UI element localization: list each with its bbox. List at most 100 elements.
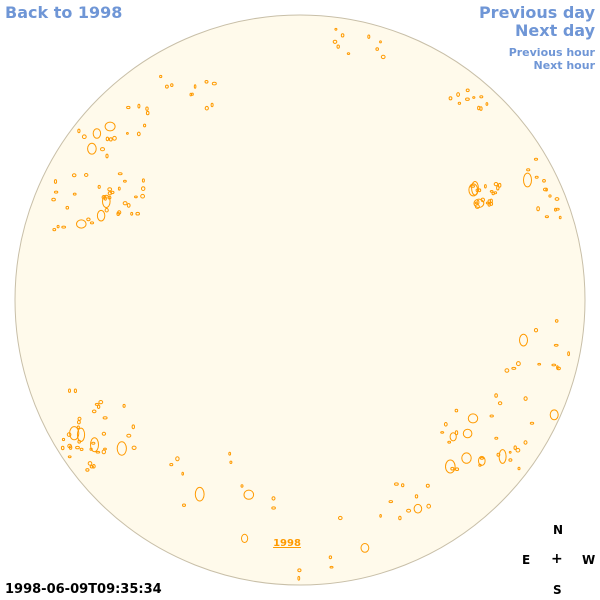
contour-mark [101, 195, 107, 200]
contour-mark [448, 96, 453, 101]
contour-mark [126, 132, 129, 135]
contour-mark [472, 96, 476, 99]
contour-mark [498, 449, 507, 464]
contour-mark [135, 211, 140, 216]
previous-hour-link[interactable]: Previous hour [508, 46, 595, 59]
contour-mark [414, 494, 419, 499]
contour-mark [107, 187, 113, 192]
contour-mark [101, 449, 107, 455]
contour-mark [447, 440, 452, 444]
contour-mark [108, 137, 113, 142]
contour-mark [297, 568, 302, 573]
contour-mark [523, 172, 532, 188]
contour-mark [379, 514, 382, 518]
compass-east: E [522, 553, 531, 567]
contour-mark [170, 83, 174, 87]
contour-mark [462, 428, 473, 439]
contour-mark [544, 215, 550, 219]
contour-mark [517, 466, 521, 471]
contour-mark [122, 403, 126, 408]
contour-mark [494, 393, 498, 398]
contour-mark [558, 215, 562, 220]
contour-mark [104, 121, 116, 132]
contour-mark [76, 219, 87, 229]
contour-mark [89, 221, 95, 225]
contour-mark [112, 135, 117, 141]
contour-mark [375, 47, 380, 51]
contour-mark [169, 463, 174, 467]
year-link[interactable]: 1998 [273, 538, 301, 549]
contour-mark [493, 191, 498, 195]
contour-mark [474, 204, 480, 209]
contour-mark [508, 458, 513, 462]
compass-south: S [553, 583, 562, 597]
contour-mark [519, 333, 528, 347]
contour-mark [87, 142, 97, 155]
contour-mark [123, 179, 127, 183]
contour-mark [134, 195, 138, 199]
contour-mark [533, 157, 539, 161]
next-hour-link[interactable]: Next hour [533, 59, 596, 72]
contour-mark [494, 436, 499, 440]
contour-mark [182, 503, 186, 507]
contour-mark [454, 467, 460, 472]
contour-mark [72, 192, 77, 196]
contour-mark [536, 206, 540, 212]
contour-mark [95, 450, 101, 454]
contour-mark [297, 575, 301, 581]
contour-mark [165, 84, 169, 89]
contour-mark [84, 173, 89, 177]
contour-mark [523, 396, 528, 401]
contour-mark [229, 460, 233, 464]
contour-mark [87, 461, 93, 466]
contour-mark [516, 361, 521, 367]
back-to-year-link[interactable]: Back to 1998 [5, 3, 123, 22]
previous-day-link[interactable]: Previous day [478, 3, 595, 22]
contour-mark [228, 451, 232, 456]
contour-mark [526, 168, 531, 172]
contour-mark [53, 190, 59, 194]
contour-mark [534, 175, 539, 179]
contour-mark [328, 555, 333, 560]
contour-mark [110, 190, 115, 195]
contour-mark [346, 52, 351, 55]
contour-mark [454, 430, 459, 436]
contour-mark [461, 452, 472, 464]
contour-mark [140, 193, 146, 199]
contour-mark [77, 128, 81, 134]
contour-mark [94, 402, 100, 406]
contour-mark [97, 184, 101, 189]
contour-mark [86, 217, 91, 222]
contour-mark [117, 172, 123, 176]
magnetic-contours [51, 27, 570, 581]
contour-mark [380, 54, 386, 60]
contour-mark [145, 110, 150, 116]
contour-mark [240, 484, 244, 488]
contour-mark [398, 515, 402, 521]
contour-mark [338, 515, 343, 521]
contour-mark [136, 131, 141, 137]
contour-mark [60, 445, 65, 451]
next-day-link[interactable]: Next day [515, 21, 595, 40]
contour-mark [53, 179, 58, 184]
contour-mark [137, 103, 141, 109]
contour-mark [476, 199, 480, 205]
contour-mark [76, 427, 86, 442]
contour-mark [105, 153, 109, 159]
contour-mark [175, 456, 180, 462]
contour-mark [77, 439, 81, 444]
contour-mark [549, 409, 559, 421]
contour-mark [92, 128, 102, 139]
contour-mark [141, 178, 145, 183]
contour-mark [210, 102, 214, 108]
contour-mark [204, 105, 209, 111]
contour-mark [71, 173, 77, 178]
contour-mark [537, 362, 542, 366]
contour-mark [360, 543, 370, 553]
contour-mark [107, 191, 113, 196]
contour-mark [61, 225, 67, 229]
contour-mark [332, 39, 338, 44]
contour-mark [479, 95, 484, 99]
compass-west: W [582, 553, 596, 567]
contour-mark [81, 134, 87, 139]
